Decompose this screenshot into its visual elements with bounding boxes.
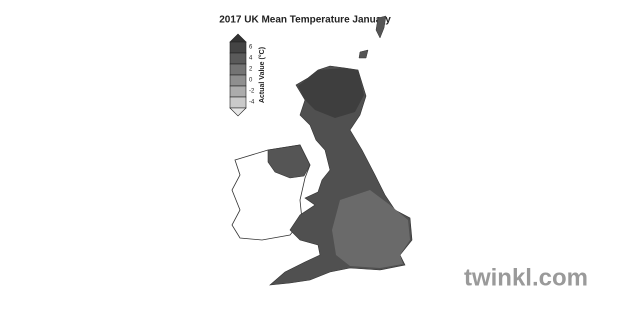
legend-cap-bottom: [229, 107, 247, 117]
legend-swatch: [229, 85, 247, 98]
legend-label: 4: [249, 56, 253, 62]
legend-swatch: [229, 41, 247, 54]
legend-title: Actual Value (°C): [258, 47, 266, 103]
scotland-highlands: [298, 68, 364, 118]
northern-ireland: [267, 144, 311, 179]
legend-label: 2: [249, 67, 253, 73]
orkney: [358, 49, 369, 59]
legend-label: 6: [249, 45, 253, 51]
watermark: twinkl.com: [464, 264, 588, 291]
legend-label: 0: [249, 78, 253, 84]
legend-swatch: [229, 52, 247, 65]
legend-swatch: [229, 74, 247, 87]
legend-label: -4: [249, 100, 255, 106]
map-title: 2017 UK Mean Temperature January: [219, 15, 391, 26]
england-south: [332, 190, 410, 268]
shetland: [375, 15, 387, 39]
legend-swatch: [229, 63, 247, 76]
legend: 6 4 2 0 -2 -4 Actual Value (°C): [229, 33, 266, 117]
legend-label: -2: [249, 89, 255, 95]
legend-swatch: [229, 96, 247, 109]
